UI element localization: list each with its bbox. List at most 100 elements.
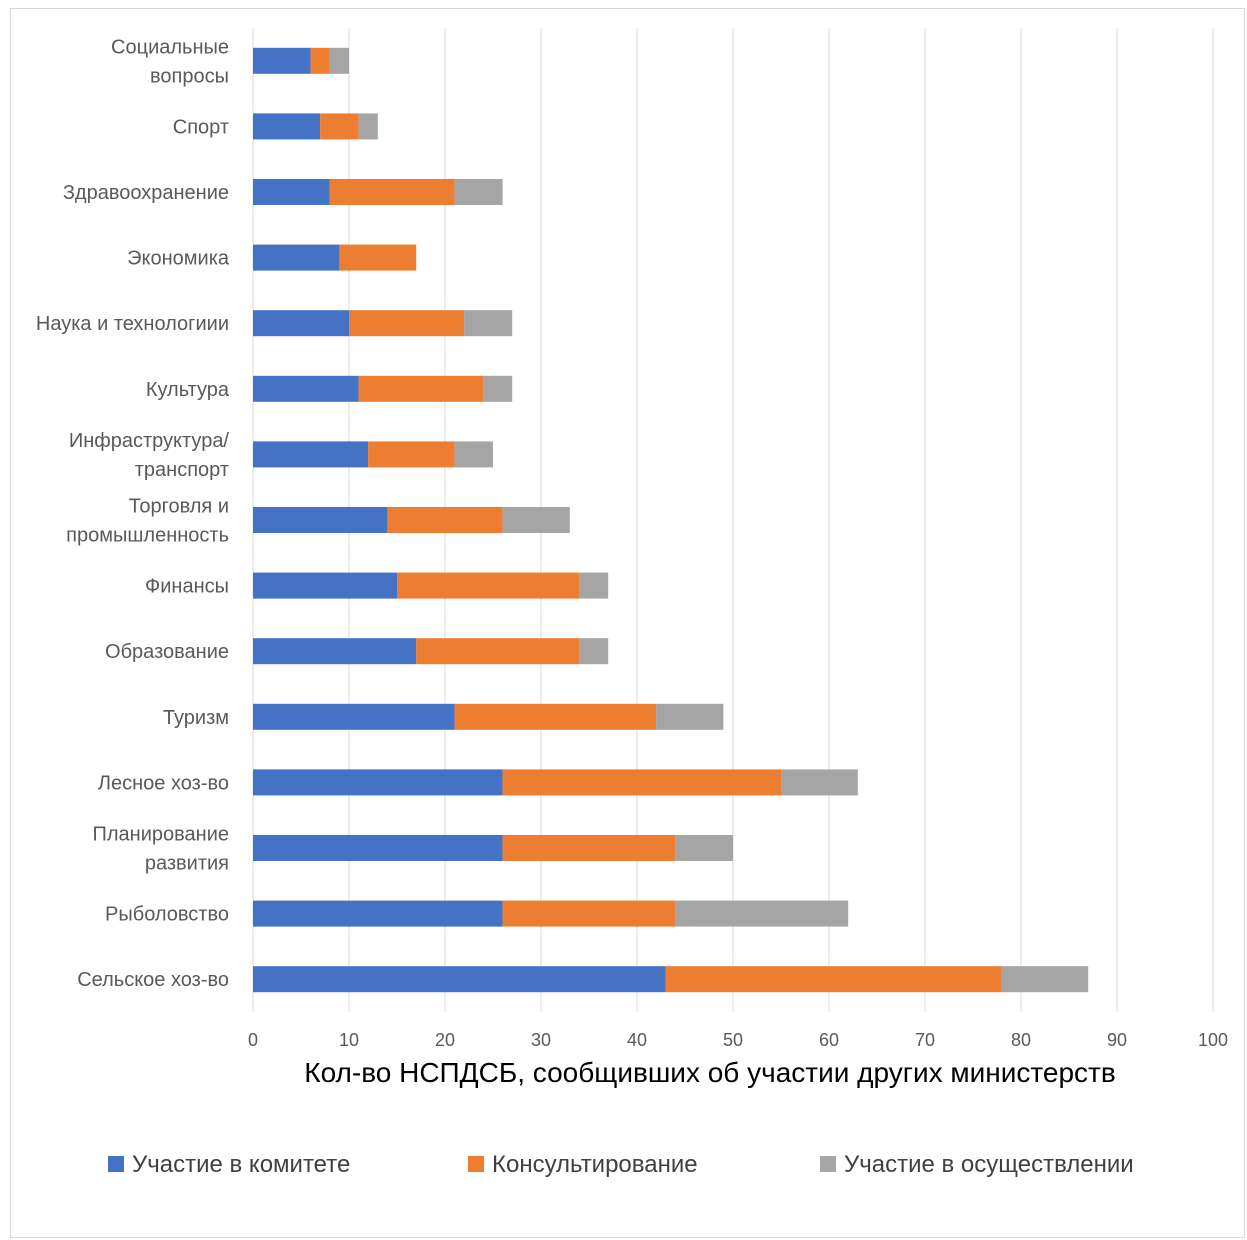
bar-segment-2-11: [454, 703, 657, 730]
legend-item: Участие в осуществлении: [820, 1151, 1134, 1178]
category-label: Экономика: [127, 248, 230, 270]
legend-swatch: [108, 1156, 124, 1172]
category-label-line: Экономика: [127, 248, 230, 270]
category-label-line: Культура: [146, 379, 230, 401]
category-label-line: Лесное хоз-во: [98, 772, 229, 794]
legend-label: Консультирование: [492, 1151, 698, 1178]
bar-segment-1-10: [253, 638, 417, 665]
bar-segment-1-4: [253, 244, 340, 271]
legend: Участие в комитете Консультирование Участи…: [108, 1151, 1134, 1178]
x-axis-ticks: 0 10 20 30 40 50 60 70 80 90 100: [248, 1030, 1228, 1050]
category-label-line: транспорт: [135, 459, 229, 481]
bar-segment-1-9: [253, 572, 397, 599]
category-label-line: Наука и технологиии: [36, 313, 229, 335]
legend-swatch: [820, 1156, 836, 1172]
category-label-line: вопросы: [150, 65, 229, 87]
bar-segment-1-3: [253, 179, 330, 205]
bar-segment-2-10: [416, 638, 580, 665]
bars: [253, 47, 1089, 993]
category-label: Культура: [146, 379, 230, 401]
category-label-line: Социальные: [111, 36, 229, 58]
category-label: Образование: [105, 641, 229, 663]
bar-segment-3-13: [675, 835, 733, 861]
x-tick-label: 20: [435, 1030, 455, 1050]
category-label: Спорт: [173, 116, 229, 138]
bar-segment-1-5: [253, 310, 349, 337]
x-tick-label: 100: [1198, 1030, 1228, 1050]
legend-label: Участие в комитете: [132, 1151, 350, 1178]
x-tick-label: 0: [248, 1030, 258, 1050]
bar-segment-3-11: [656, 703, 724, 730]
bar-segment-3-7: [454, 441, 493, 468]
bar-segment-3-2: [358, 113, 378, 140]
bar-segment-2-7: [368, 441, 455, 468]
category-label: Планирование развития: [93, 824, 230, 875]
bar-segment-2-2: [320, 113, 359, 140]
bar-segment-3-8: [502, 507, 570, 533]
bar-segment-3-12: [781, 769, 858, 796]
bar-segment-2-1: [310, 47, 330, 74]
bar-segment-3-5: [464, 310, 513, 337]
bar-segment-2-8: [387, 507, 503, 533]
category-label: Наука и технологиии: [36, 313, 229, 335]
x-tick-label: 50: [723, 1030, 743, 1050]
chart-frame: [10, 8, 1245, 1238]
category-label-line: Рыболовство: [105, 904, 229, 926]
category-label: Инфраструктура/транспорт: [69, 430, 230, 481]
bar-segment-3-15: [1001, 966, 1089, 993]
category-labels: Социальные вопросы Спорт Здравоохранение Эко…: [36, 36, 230, 991]
category-label-line: развития: [145, 853, 229, 875]
legend-label: Участие в осуществлении: [844, 1151, 1134, 1178]
x-axis-title: Кол-во НСПДСБ, сообщивших об участии дру…: [304, 1057, 1115, 1088]
legend-item: Участие в комитете: [108, 1151, 350, 1178]
x-tick-label: 10: [339, 1030, 359, 1050]
category-label: Сельское хоз-во: [77, 969, 229, 991]
legend-swatch: [468, 1156, 484, 1172]
bar-segment-3-9: [579, 572, 609, 599]
bar-segment-1-8: [253, 507, 388, 533]
category-label-line: Торговля и: [129, 496, 229, 518]
category-label-line: Здравоохранение: [63, 182, 229, 204]
bar-segment-2-12: [502, 769, 781, 796]
category-label-line: Сельское хоз-во: [77, 969, 229, 991]
category-label: Торговля и промышленность: [66, 496, 229, 547]
bar-segment-1-11: [253, 703, 455, 730]
bar-segment-3-10: [579, 638, 609, 665]
x-tick-label: 30: [531, 1030, 551, 1050]
bar-segment-3-6: [483, 375, 513, 402]
bar-segment-2-4: [339, 244, 417, 271]
bar-segment-1-2: [253, 113, 321, 140]
category-label: Туризм: [163, 707, 229, 729]
bar-segment-2-15: [665, 966, 1002, 993]
x-tick-label: 90: [1107, 1030, 1127, 1050]
x-tick-label: 40: [627, 1030, 647, 1050]
category-label-line: промышленность: [66, 525, 229, 547]
x-tick-label: 60: [819, 1030, 839, 1050]
bar-segment-2-14: [502, 900, 676, 927]
bar-segment-3-14: [675, 900, 849, 927]
x-tick-label: 80: [1011, 1030, 1031, 1050]
bar-segment-1-1: [253, 47, 311, 74]
bar-segment-1-14: [253, 900, 503, 927]
category-label-line: Финансы: [145, 576, 229, 598]
bar-segment-3-1: [329, 47, 349, 74]
category-label: Здравоохранение: [63, 182, 229, 204]
category-label: Социальные вопросы: [111, 36, 229, 87]
bar-segment-2-5: [349, 310, 465, 337]
category-label-line: Планирование: [93, 824, 230, 846]
bar-segment-2-9: [397, 572, 580, 599]
category-label-line: Образование: [105, 641, 229, 663]
category-label-line: Спорт: [173, 116, 229, 138]
bar-segment-1-6: [253, 375, 359, 402]
category-label: Рыболовство: [105, 904, 229, 926]
bar-segment-3-3: [454, 179, 503, 205]
category-label-line: Инфраструктура/: [69, 430, 230, 452]
bar-segment-1-12: [253, 769, 503, 796]
bar-segment-2-3: [329, 179, 455, 205]
category-label: Финансы: [145, 576, 229, 598]
x-tick-label: 70: [915, 1030, 935, 1050]
bar-segment-1-13: [253, 835, 503, 861]
bar-segment-2-13: [502, 835, 676, 861]
bar-segment-1-7: [253, 441, 369, 468]
